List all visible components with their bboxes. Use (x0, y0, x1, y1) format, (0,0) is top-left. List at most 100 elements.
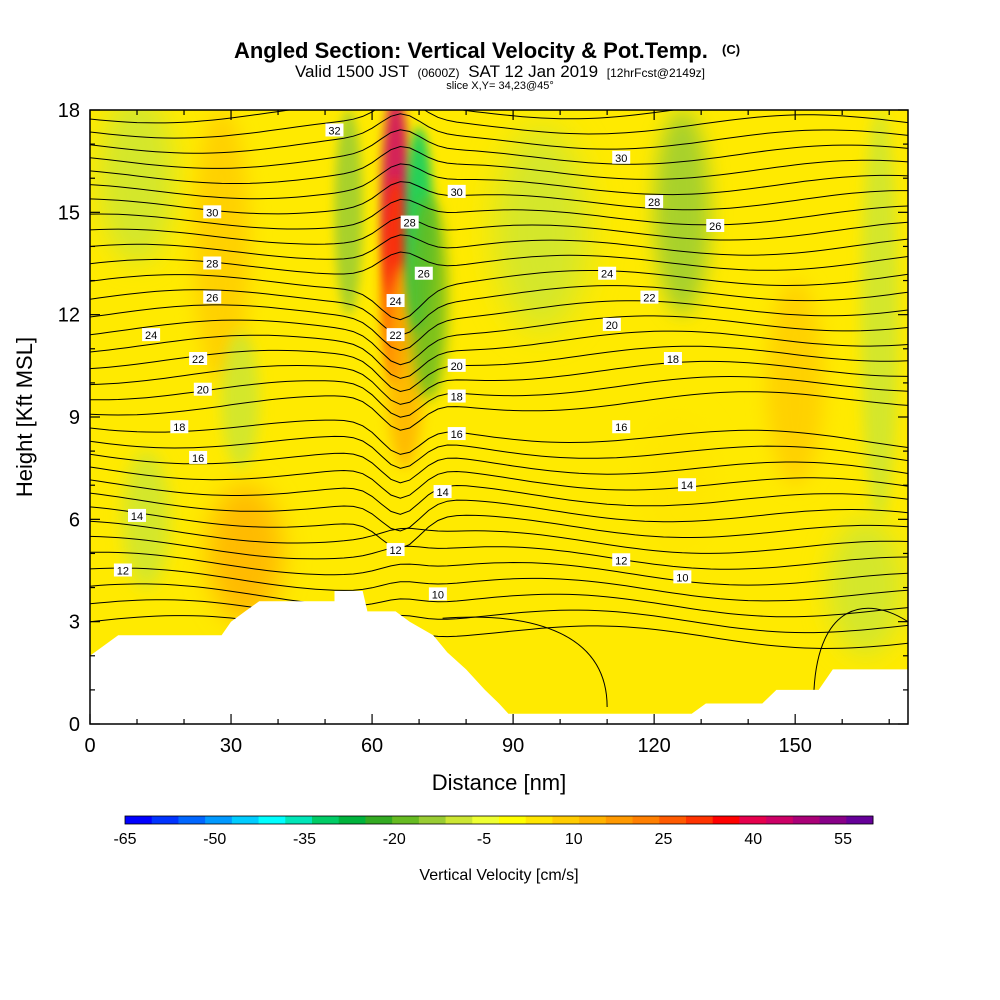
theta-contour (90, 520, 908, 554)
contour-label: 18 (447, 389, 466, 404)
contour-label: 24 (386, 294, 405, 308)
contour-label: 14 (128, 508, 147, 523)
colorbar-tick-label: 25 (655, 831, 673, 848)
valid-zulu: (0600Z) (417, 66, 459, 80)
colorbar-swatch (552, 816, 580, 824)
velocity-cell (860, 110, 899, 520)
colorbar-swatch (365, 816, 393, 824)
colorbar-tick-label: -65 (113, 831, 136, 848)
colorbar-swatch (686, 816, 714, 824)
theta-contour (90, 181, 908, 215)
colorbar-swatch (525, 816, 553, 824)
x-tick-label: 90 (502, 735, 524, 757)
contour-label-text: 26 (418, 269, 430, 281)
theta-contour (90, 216, 908, 245)
theta-contour (90, 345, 908, 393)
velocity-cell (207, 485, 283, 622)
theta-contour (90, 492, 908, 532)
colorbar-swatch (605, 816, 634, 824)
contour-label: 24 (598, 266, 617, 281)
velocity-cell (221, 331, 260, 469)
contour-label: 30 (447, 184, 466, 199)
y-tick-label: 0 (69, 714, 80, 736)
colorbar-swatch (846, 816, 874, 824)
x-tick-label: 120 (637, 735, 670, 757)
colorbar-swatch (392, 816, 420, 824)
contour-label-text: 14 (681, 480, 693, 492)
colorbar-swatch (579, 816, 607, 824)
contour-label: 22 (640, 290, 659, 305)
colorbar-swatch (151, 816, 179, 824)
colorbar-swatch (285, 816, 313, 824)
contour-label-text: 28 (404, 218, 416, 230)
theta-contour (90, 360, 908, 405)
theta-contour (90, 435, 908, 469)
colorbar-label: Vertical Velocity [cm/s] (419, 867, 578, 884)
contour-label-text: 10 (432, 589, 444, 601)
contour-label-text: 26 (206, 293, 218, 305)
colorbar-swatch (205, 816, 233, 824)
contour-label: 16 (447, 427, 466, 441)
contour-label-text: 24 (389, 296, 401, 308)
colorbar-swatch (472, 816, 500, 824)
contour-label: 14 (433, 485, 452, 499)
colorbar-swatch (338, 816, 366, 824)
colorbar-tick-label: 40 (744, 831, 762, 848)
colorbar-swatch (739, 816, 767, 824)
contour-label-text: 10 (676, 572, 688, 584)
velocity-cell (193, 110, 250, 383)
contour-label-text: 22 (643, 293, 655, 305)
contour-label: 26 (414, 266, 433, 281)
contour-label: 10 (673, 570, 692, 584)
theta-contour (90, 129, 908, 169)
y-tick-label: 18 (58, 100, 80, 122)
velocity-cell (828, 519, 904, 656)
contour-label-text: 14 (131, 511, 143, 523)
colorbar-swatch (632, 816, 660, 824)
x-axis: 0 30 60 90 120 150 (84, 110, 890, 757)
colorbar-swatch (445, 816, 473, 824)
velocity-cell (494, 127, 589, 332)
theta-contour (90, 615, 908, 650)
y-tick-label: 9 (69, 407, 80, 429)
contour-label-text: 16 (192, 453, 204, 465)
contour-label: 26 (706, 218, 725, 233)
contour-label: 18 (663, 352, 682, 366)
contour-label-text: 28 (206, 259, 218, 271)
contour-label-text: 20 (451, 361, 463, 373)
contour-label: 12 (113, 563, 132, 578)
contour-label: 32 (325, 123, 344, 137)
contour-label-text: 30 (615, 153, 627, 165)
theta-contour (90, 551, 908, 586)
svg-text:Angled Section: Vertical Veloc: Angled Section: Vertical Velocity & Pot.… (234, 38, 740, 63)
contour-label-text: 32 (328, 125, 340, 137)
contour-label: 14 (678, 478, 697, 492)
theta-contour (90, 315, 908, 366)
contour-label: 30 (612, 150, 631, 165)
x-tick-label: 30 (220, 735, 242, 757)
contour-label: 28 (203, 256, 222, 271)
theta-contour (90, 113, 908, 154)
contour-label-text: 16 (451, 429, 463, 441)
contour-label-text: 12 (117, 566, 129, 578)
colorbar-swatch (792, 816, 821, 824)
colorbar-tick-label: -5 (477, 831, 491, 848)
colorbar-swatch (766, 816, 794, 824)
colorbar-swatch (712, 816, 740, 824)
contour-label: 28 (400, 215, 419, 230)
theta-contour (90, 110, 908, 124)
velocity-cell (334, 110, 363, 315)
forecast-label: [12hrFcst@2149z] (607, 66, 705, 80)
y-tick-label: 15 (58, 202, 80, 224)
slice-label: slice X,Y= 34,23@45° (446, 80, 554, 92)
theta-contour (90, 375, 908, 418)
x-axis-label: Distance [nm] (432, 770, 567, 795)
theta-contour (90, 163, 908, 200)
velocity-cell (654, 110, 711, 315)
contour-label: 12 (386, 543, 405, 557)
theta-contour (90, 466, 908, 499)
theta-contour (90, 234, 908, 260)
contour-label-text: 16 (615, 422, 627, 434)
contour-label: 18 (170, 420, 189, 434)
plot-area: 12 14 16 18 20 22 24 26 28 30 32 28 26 24 22 30 20 18 16 14… (90, 110, 908, 724)
